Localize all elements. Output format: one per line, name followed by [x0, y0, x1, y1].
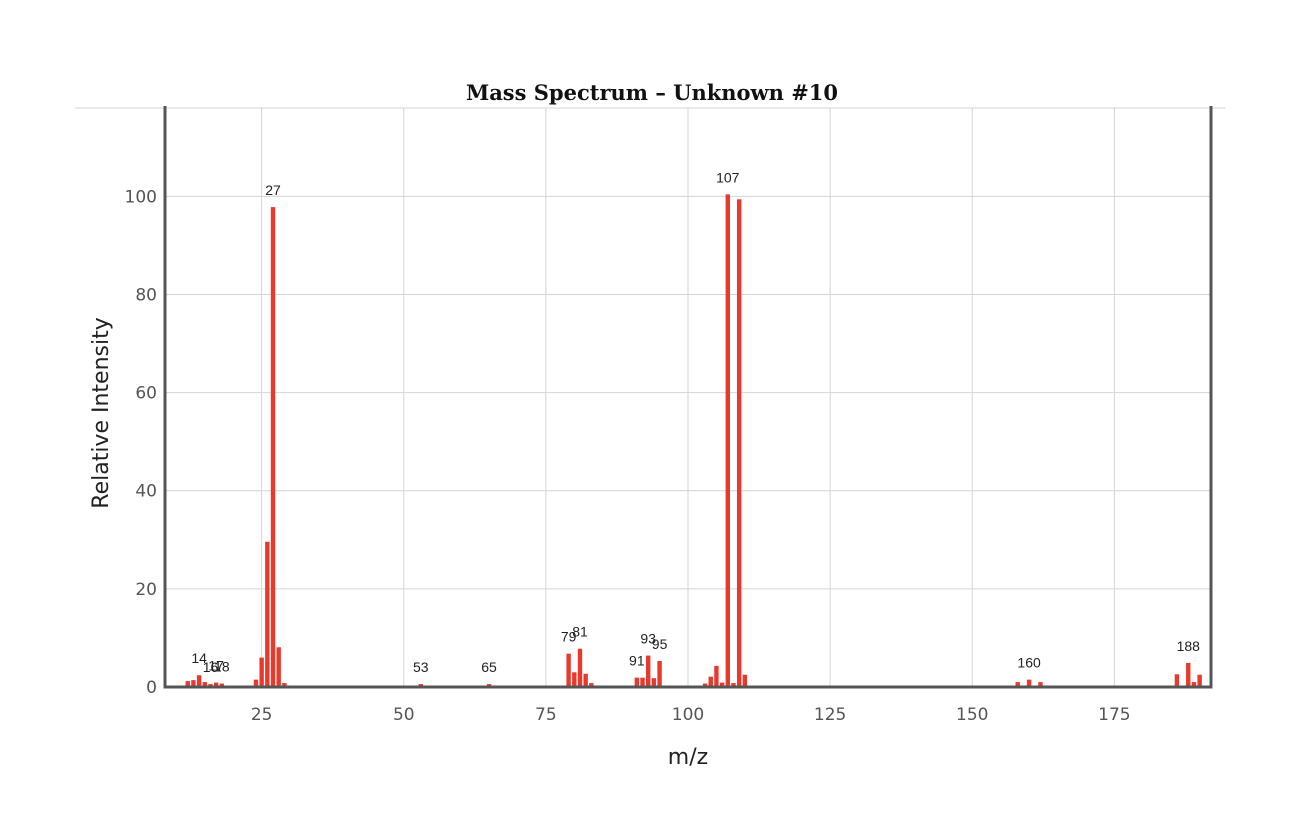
peak-label-65: 65 [481, 659, 497, 675]
peak-bar-79 [566, 653, 571, 687]
x-tick-labels: 25 50 75 100 125 150 175 [251, 705, 1131, 725]
peak-bar-104 [708, 676, 713, 687]
peak-bar-110 [742, 674, 748, 687]
peak-label-53: 53 [413, 659, 429, 675]
peak-label-81: 81 [572, 624, 588, 640]
peak-label-95: 95 [652, 636, 668, 652]
y-tick-labels: 0 20 40 60 80 100 [125, 187, 157, 698]
x-tick-label: 100 [672, 705, 704, 725]
y-tick-label: 60 [135, 384, 157, 404]
y-axis-label: Relative Intensity [89, 317, 114, 508]
peak-bar-189 [1191, 682, 1197, 687]
peak-bar-93 [646, 655, 651, 687]
peak-label-17: 17 [208, 658, 224, 674]
peak-label-16: 16 [203, 659, 219, 675]
peak-bar-12 [185, 681, 190, 687]
x-tick-label: 150 [956, 705, 988, 725]
x-tick-label: 75 [535, 705, 557, 725]
peak-label-27: 27 [265, 182, 281, 198]
peak-bar-26 [265, 541, 270, 687]
y-tick-label: 0 [146, 678, 157, 698]
peak-bar-105 [714, 665, 719, 687]
peak-bar-91 [634, 677, 640, 687]
peak-label-160: 160 [1017, 655, 1041, 671]
peak-bar-13 [191, 680, 196, 687]
peak-bar-106 [719, 682, 725, 687]
plot-frame [163, 104, 1213, 689]
peak-label-107: 107 [716, 169, 740, 185]
chart-title: Mass Spectrum – Unknown #10 [466, 80, 838, 105]
peak-bar-94 [651, 678, 657, 687]
peak-bar-81 [577, 648, 583, 687]
y-tick-label: 20 [135, 580, 157, 600]
peak-label-18: 18 [214, 659, 230, 675]
peak-bar-160 [1026, 679, 1032, 687]
y-tick-label: 40 [135, 482, 157, 502]
peak-bar-103 [702, 683, 708, 687]
peak-bar-109 [736, 199, 742, 687]
peak-label-188: 188 [1177, 638, 1201, 654]
peak-bar-108 [731, 683, 736, 687]
peak-bar-83 [589, 683, 594, 687]
grid-lines [75, 107, 1226, 688]
peak-bar-17 [213, 682, 219, 687]
peak-bar-25 [259, 657, 264, 687]
peak-bar-190 [1197, 674, 1202, 687]
peak-bar-28 [276, 647, 281, 687]
peak-bar-24 [253, 679, 259, 687]
peak-bar-162 [1038, 682, 1043, 687]
peak-bar-18 [219, 683, 225, 687]
peak-label-14: 14 [191, 650, 207, 666]
peak-bar-186 [1174, 674, 1180, 687]
peak-label-93: 93 [640, 631, 656, 647]
y-tick-label: 100 [125, 187, 157, 207]
peak-bar-92 [640, 677, 645, 687]
x-tick-label: 125 [814, 705, 846, 725]
y-tick-label: 80 [135, 285, 157, 305]
x-axis-label: m/z [668, 745, 708, 770]
peak-bar-14 [196, 675, 202, 687]
peak-bars [185, 194, 1202, 688]
x-tick-label: 175 [1098, 705, 1130, 725]
peak-bar-82 [583, 673, 588, 687]
peak-bar-29 [282, 683, 287, 687]
peak-bar-80 [572, 672, 577, 687]
peak-bar-95 [657, 660, 662, 687]
peak-bar-107 [725, 194, 730, 688]
x-tick-label: 50 [393, 705, 415, 725]
peak-label-79: 79 [561, 629, 577, 645]
peak-bar-158 [1015, 682, 1020, 687]
peak-bar-15 [202, 682, 207, 687]
x-tick-label: 25 [251, 705, 273, 725]
peak-label-91: 91 [629, 653, 645, 669]
peak-bar-188 [1186, 662, 1191, 687]
peak-bar-27 [270, 207, 276, 687]
